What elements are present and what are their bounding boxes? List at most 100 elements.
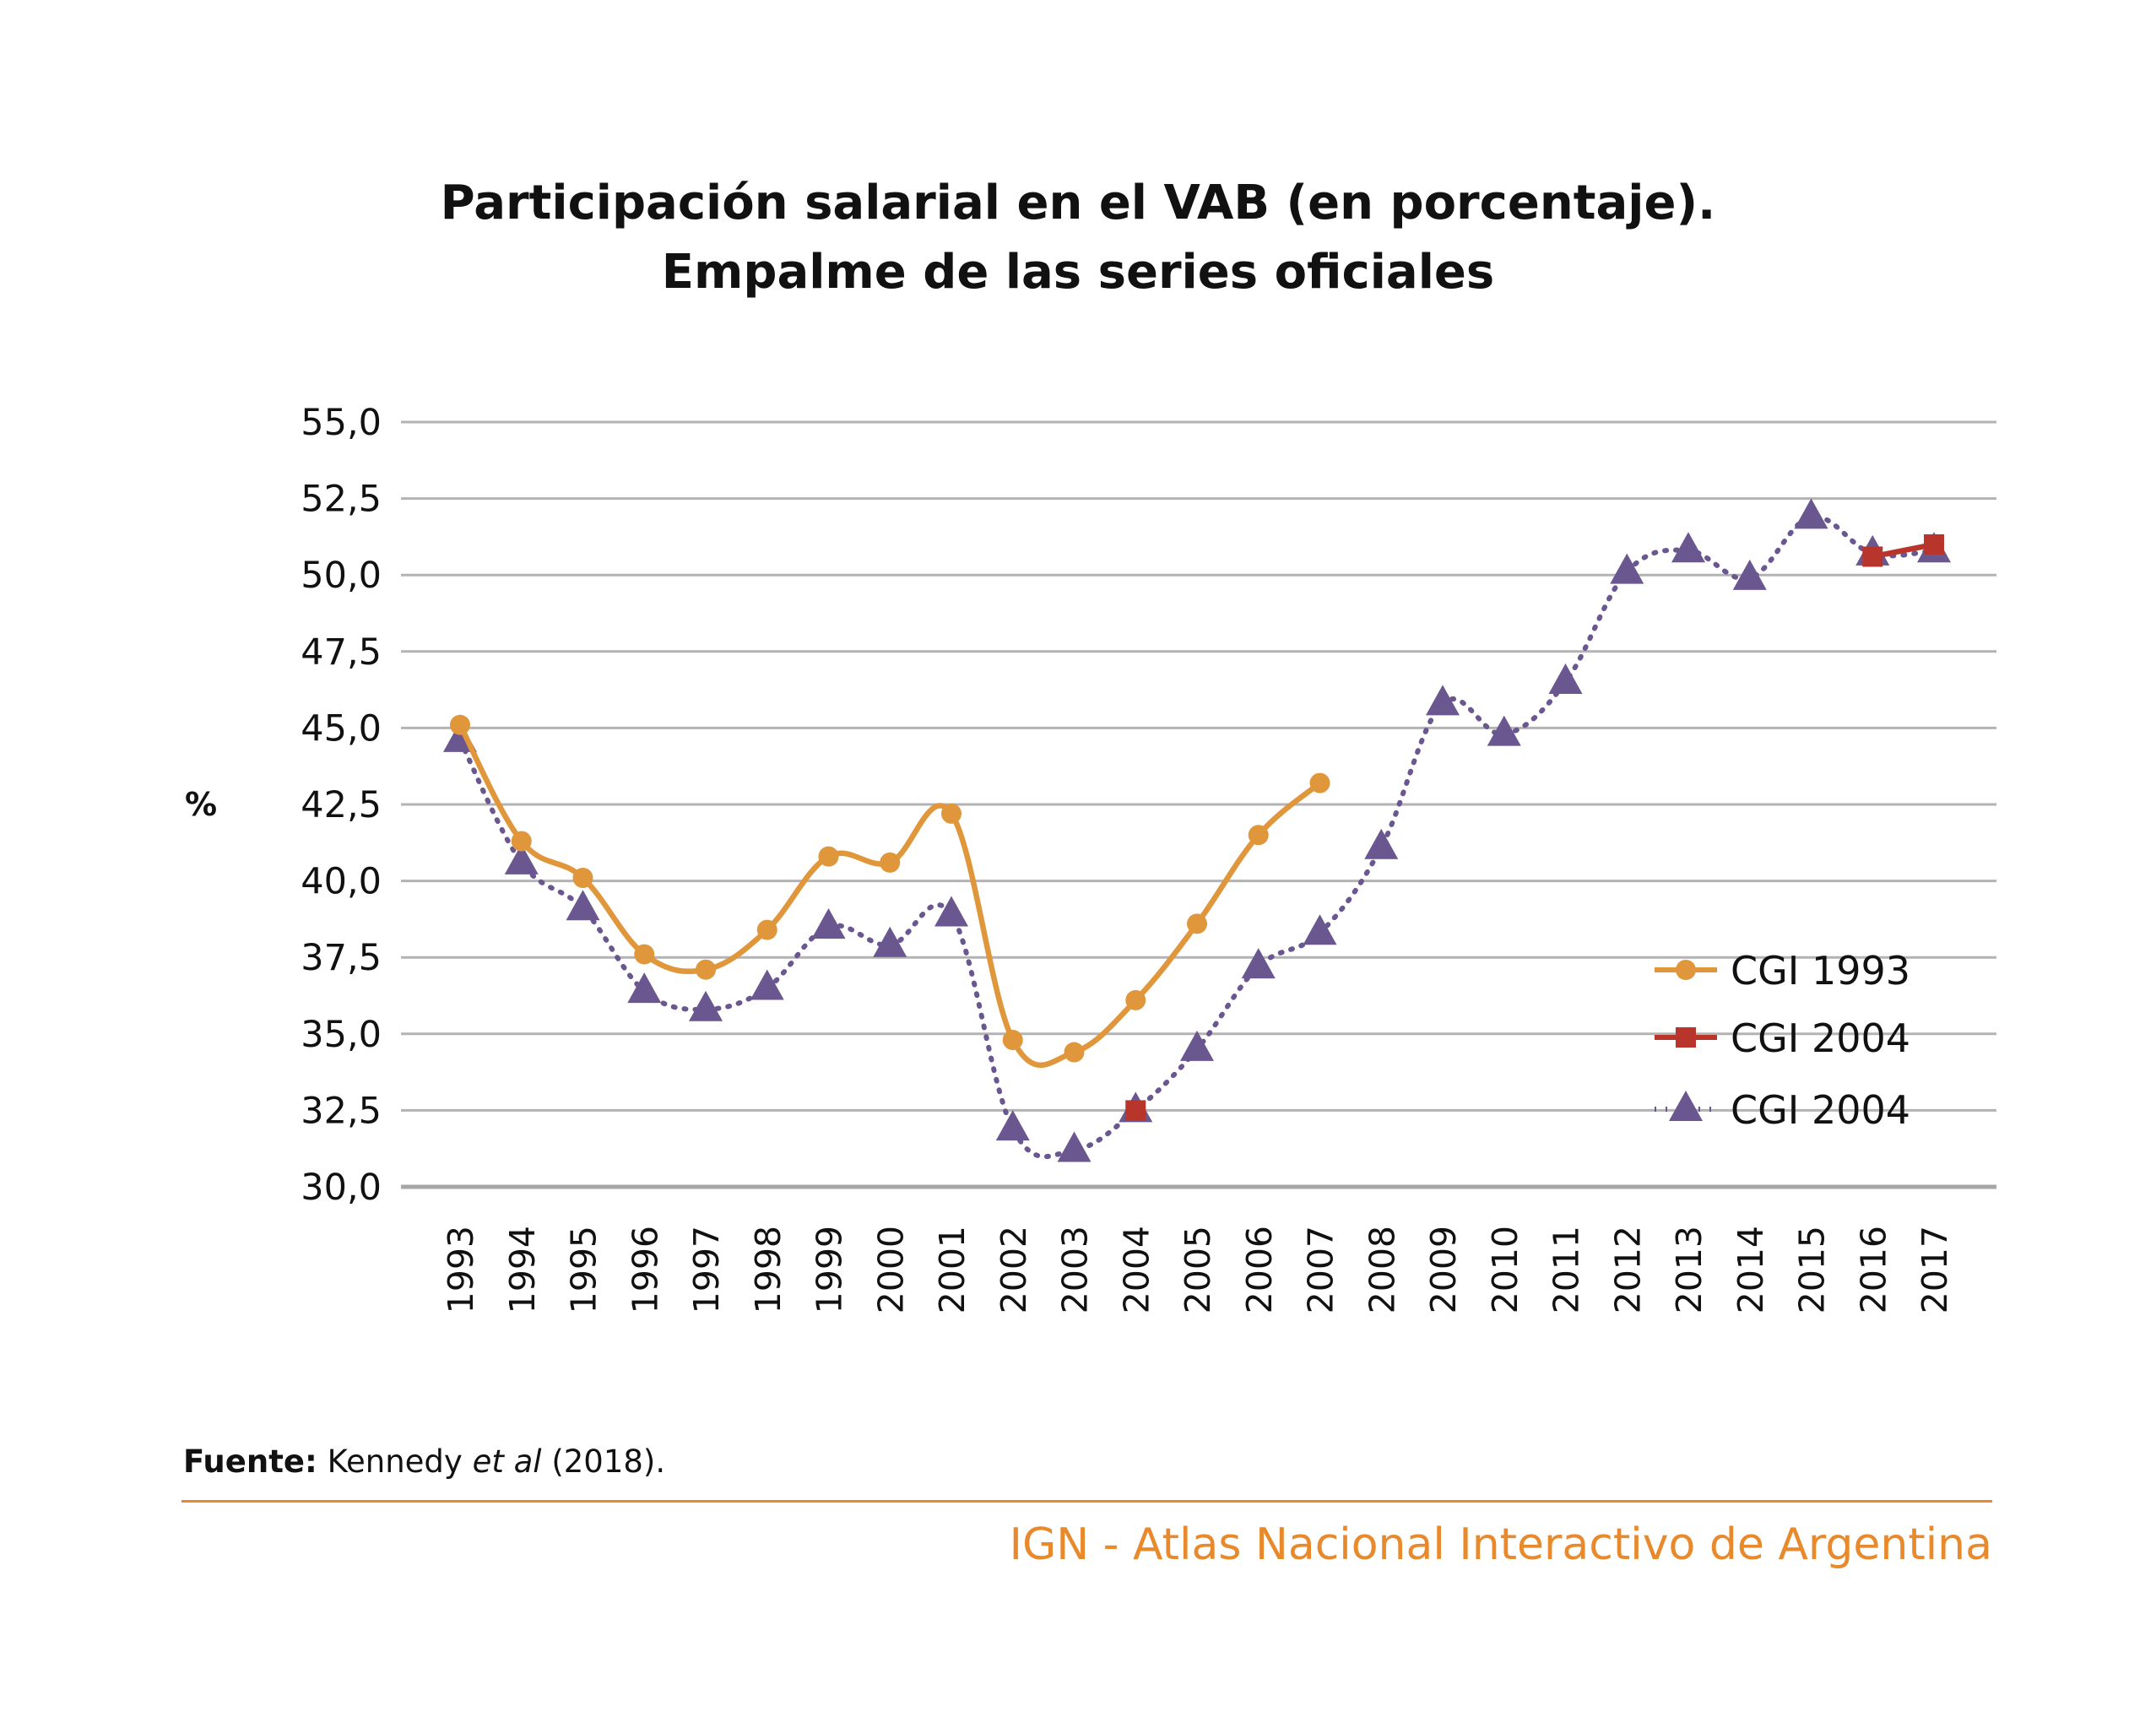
x-tick-label: 2007 (1301, 1226, 1341, 1313)
data-point-circle (511, 831, 532, 852)
x-tick-label: 1996 (625, 1226, 665, 1313)
data-point-circle (1248, 825, 1269, 846)
series-layer (443, 498, 1951, 1162)
y-axis-tick-labels: 30,0 32,5 35,0 37,5 40,0 42,5 45,0 47,5 50,0 52,5… (301, 402, 382, 1209)
legend-item: CGI 2004 (1655, 1087, 1910, 1133)
x-tick-label: 2011 (1547, 1226, 1587, 1313)
y-tick-label: 32,5 (301, 1090, 382, 1132)
data-point-triangle (1426, 685, 1460, 716)
data-point-triangle (1669, 1091, 1703, 1121)
data-point-circle (756, 919, 777, 940)
source-author: Kennedy (327, 1443, 463, 1480)
legend-item: CGI 1993 (1655, 948, 1910, 994)
x-tick-label: 2012 (1607, 1226, 1648, 1313)
data-point-circle (1676, 960, 1696, 980)
chart-title-line1: Participación salarial en el VAB (en por… (440, 176, 1716, 230)
data-point-triangle (1548, 663, 1583, 695)
data-point-triangle (689, 990, 723, 1021)
series-circle (450, 714, 1330, 1069)
data-point-circle (1002, 1030, 1023, 1051)
x-tick-label: 1994 (502, 1226, 543, 1313)
x-tick-label: 1998 (748, 1226, 788, 1313)
data-point-square (1676, 1027, 1696, 1048)
x-tick-label: 2014 (1731, 1226, 1771, 1313)
legend-label: CGI 2004 (1731, 1015, 1910, 1061)
source-etal: et al (472, 1443, 542, 1480)
x-tick-label: 1993 (441, 1226, 481, 1313)
x-tick-label: 1999 (810, 1226, 850, 1313)
data-point-circle (696, 959, 716, 980)
legend: CGI 1993 CGI 2004 CGI 2004 (1655, 948, 1910, 1133)
data-point-circle (572, 867, 593, 888)
data-point-triangle (995, 1110, 1030, 1141)
data-point-triangle (1794, 498, 1828, 529)
x-tick-label: 1997 (686, 1226, 727, 1313)
data-point-triangle (873, 926, 907, 957)
series-square (1125, 533, 1944, 1121)
x-tick-label: 2016 (1853, 1226, 1893, 1313)
legend-label: CGI 2004 (1731, 1087, 1910, 1133)
data-point-triangle (1057, 1131, 1092, 1162)
x-tick-label: 2006 (1239, 1226, 1280, 1313)
chart-title: Participación salarial en el VAB (en por… (0, 169, 2156, 307)
data-point-square (1125, 1100, 1146, 1121)
data-point-triangle (566, 890, 600, 921)
y-tick-label: 30,0 (301, 1167, 382, 1209)
y-tick-label: 42,5 (301, 784, 382, 826)
series-line (457, 722, 1323, 1069)
data-point-triangle (750, 969, 784, 1000)
y-tick-label: 52,5 (301, 479, 382, 521)
y-tick-label: 35,0 (301, 1014, 382, 1056)
data-point-triangle (1180, 1030, 1214, 1061)
data-point-circle (941, 803, 962, 824)
x-tick-label: 2010 (1485, 1226, 1525, 1313)
series-triangle (443, 498, 1951, 1162)
y-axis-label: % (185, 786, 217, 823)
x-axis-tick-labels: 1993 1994 1995 1996 1997 1998 1999 2000 2001 2002… (441, 1226, 1955, 1313)
y-tick-label: 37,5 (301, 937, 382, 979)
legend-item: CGI 2004 (1655, 1015, 1910, 1061)
x-tick-label: 2008 (1362, 1226, 1402, 1313)
x-tick-label: 2002 (994, 1226, 1034, 1313)
source-note: Fuente: Kennedy et al (2018). (183, 1443, 665, 1480)
data-point-triangle (1303, 914, 1337, 945)
data-point-circle (450, 714, 470, 735)
x-tick-label: 2009 (1423, 1226, 1464, 1313)
source-year: (2018). (551, 1443, 666, 1480)
y-tick-label: 40,0 (301, 861, 382, 903)
data-point-triangle (1610, 553, 1644, 584)
data-point-circle (634, 944, 655, 965)
y-tick-label: 50,0 (301, 555, 382, 597)
y-tick-label: 47,5 (301, 631, 382, 674)
x-tick-label: 2001 (932, 1226, 972, 1313)
data-point-triangle (504, 843, 539, 875)
x-tick-label: 2004 (1116, 1226, 1157, 1313)
grid-lines (401, 420, 1996, 1189)
footer-divider (181, 1500, 1992, 1503)
x-tick-label: 2013 (1669, 1226, 1709, 1313)
x-tick-label: 2005 (1178, 1226, 1218, 1313)
data-point-triangle (1364, 828, 1399, 859)
data-point-triangle (1487, 715, 1521, 746)
data-point-circle (1309, 772, 1330, 793)
data-point-circle (1125, 989, 1146, 1010)
data-point-circle (1064, 1042, 1085, 1063)
data-point-square (1924, 533, 1944, 555)
data-point-triangle (627, 972, 662, 1004)
data-point-circle (818, 846, 839, 867)
y-tick-label: 45,0 (301, 707, 382, 750)
y-tick-label: 55,0 (301, 402, 382, 444)
data-point-square (1862, 546, 1883, 567)
data-point-triangle (1732, 559, 1767, 590)
source-label: Fuente: (183, 1443, 317, 1480)
footer-credit: IGN - Atlas Nacional Interactivo de Arge… (1009, 1519, 1992, 1570)
x-tick-label: 2003 (1055, 1226, 1096, 1313)
data-point-triangle (934, 896, 968, 927)
data-point-triangle (811, 907, 846, 939)
data-point-circle (880, 852, 901, 873)
data-point-triangle (1241, 948, 1276, 979)
chart-title-line2: Empalme de las series oficiales (661, 245, 1495, 300)
x-tick-label: 2000 (870, 1226, 911, 1313)
x-tick-label: 2017 (1915, 1226, 1955, 1313)
